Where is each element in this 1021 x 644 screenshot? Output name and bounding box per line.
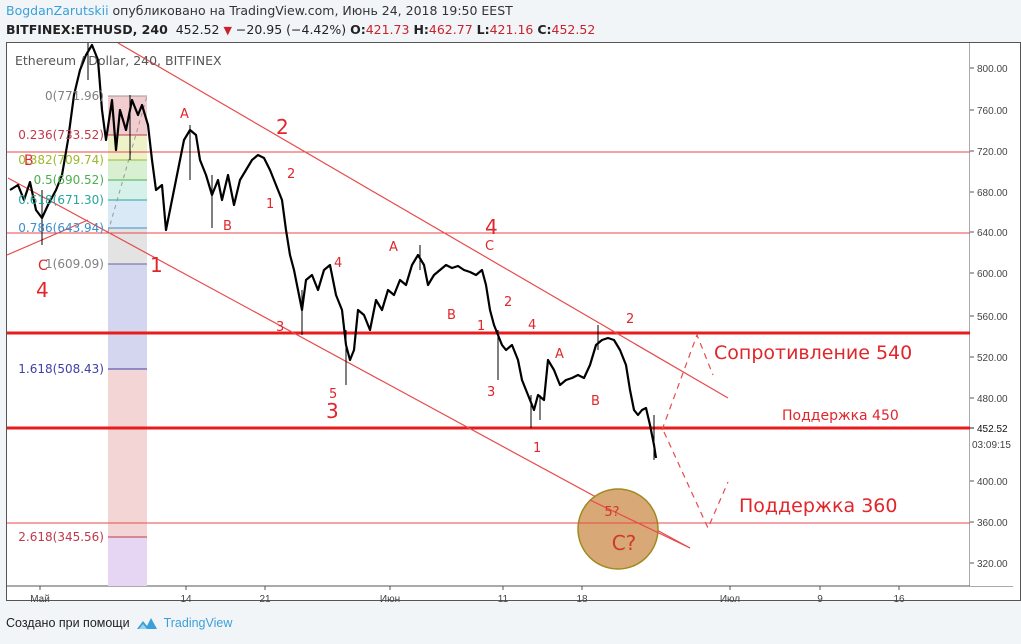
fib-0-label: 0(771.96)	[45, 89, 104, 103]
open-value: 421.73	[365, 22, 410, 37]
projection-up-path[interactable]	[661, 333, 714, 431]
wave-c-left-label: C	[38, 258, 48, 274]
subwave-2b-label: 2	[504, 295, 512, 310]
price-tick: 480.00	[977, 394, 1008, 405]
price-change: −20.95 (−4.42%)	[235, 22, 347, 37]
price-tick: 400.00	[977, 477, 1008, 488]
support-360-label: Поддержка 360	[739, 495, 897, 517]
subwave-2c-label: 2	[626, 312, 634, 327]
time-tick: 16	[893, 594, 905, 605]
wave-a3-label: A	[555, 347, 564, 362]
price-axis[interactable]	[970, 43, 1020, 586]
chart-frame[interactable]	[6, 42, 1021, 601]
price-series	[9, 43, 658, 459]
lower-channel-line[interactable]	[7, 177, 691, 549]
footer: Создано при помощи TradingView	[6, 615, 232, 631]
resistance-540-label: Сопротивление 540	[714, 342, 912, 364]
price-tick: 320.00	[977, 559, 1008, 570]
subwave-3a-label: 3	[276, 320, 284, 335]
time-tick: Май	[30, 594, 50, 605]
fib-1618-label: 1.618(508.43)	[18, 362, 104, 376]
fib-2618-label: 2.618(345.56)	[18, 530, 104, 544]
price-axis-ticks: 800.00 760.00 720.00 680.00 640.00 600.0…	[970, 64, 1011, 570]
price-tick: 360.00	[977, 518, 1008, 529]
fib-05-label: 0.5(690.52)	[34, 173, 104, 187]
subwave-2a-label: 2	[287, 167, 295, 182]
price-tick: 680.00	[977, 188, 1008, 199]
wave-a1-label: A	[180, 107, 189, 122]
created-with-text: Создано при помощи	[6, 616, 130, 630]
time-tick: 14	[180, 594, 192, 605]
target-zone-circle[interactable]	[577, 488, 659, 570]
projection-down-path[interactable]	[663, 431, 729, 530]
fib-0382-label: 0.382(709.74)	[18, 153, 104, 167]
symbol-info-bar: BITFINEX:ETHUSD, 240 452.52 ▼ −20.95 (−4…	[6, 22, 595, 37]
target-c-label: C?	[612, 531, 637, 555]
wave-3-label: 3	[326, 399, 339, 423]
price-tick: 760.00	[977, 106, 1008, 117]
fib-labels: 0(771.96) 0.236(733.52) 0.382(709.74) 0.…	[18, 89, 104, 544]
down-triangle-icon: ▼	[223, 24, 232, 37]
wave-4-left-label: 4	[36, 278, 49, 302]
time-tick: 21	[259, 594, 271, 605]
price-tick: 520.00	[977, 353, 1008, 364]
price-tick: 800.00	[977, 64, 1008, 75]
wave-b3-label: B	[591, 394, 600, 409]
publish-info: BogdanZarutskii опубликовано на TradingV…	[6, 3, 513, 18]
subwave-1b-label: 1	[477, 319, 485, 334]
fib-1-label: 1(609.09)	[45, 257, 104, 271]
close-label: C:	[537, 22, 552, 37]
price-tick: 720.00	[977, 147, 1008, 158]
fib-retracement[interactable]	[107, 95, 148, 586]
wave-4-label: 4	[485, 215, 498, 239]
high-label: H:	[413, 22, 429, 37]
fib-0236-label: 0.236(733.52)	[18, 128, 104, 142]
price-tick: 560.00	[977, 312, 1008, 323]
bar-countdown: 03:09:15	[972, 440, 1011, 451]
time-tick: 18	[576, 594, 588, 605]
tradingview-logo-icon[interactable]	[136, 615, 158, 631]
last-price: 452.52	[175, 22, 220, 37]
time-axis[interactable]: Май 14 21 Июн 11 18 Июл 9 16	[30, 586, 905, 605]
low-label: L:	[476, 22, 490, 37]
published-text: опубликовано на TradingView.com, Июнь 24…	[108, 3, 513, 18]
time-tick: Июл	[720, 594, 740, 605]
symbol-label: BITFINEX:ETHUSD, 240	[6, 22, 168, 37]
target-5-label: 5?	[604, 505, 619, 520]
chart-title: Ethereum / Dollar, 240, BITFINEX	[15, 53, 222, 68]
support-450-label: Поддержка 450	[782, 408, 899, 424]
open-label: O:	[350, 22, 366, 37]
wave-b1-label: B	[223, 219, 232, 234]
wave-b-left-label: B	[24, 153, 34, 169]
current-price-label: 452.52	[977, 424, 1008, 435]
fib-0786-label: 0.786(643.94)	[18, 221, 104, 235]
high-value: 462.77	[428, 22, 473, 37]
wave-labels: 1 2 3 4 4 C B A B 2 1 4 3 5 A B C 1 2 3 …	[24, 107, 634, 456]
time-tick: Июн	[380, 594, 400, 605]
time-tick: 9	[817, 594, 823, 605]
wave4-trendline[interactable]	[7, 219, 89, 256]
wave-a2-label: A	[389, 240, 398, 255]
upper-channel-line[interactable]	[117, 43, 729, 399]
close-value: 452.52	[551, 22, 596, 37]
wave-b2-label: B	[447, 308, 456, 323]
low-value: 421.16	[489, 22, 534, 37]
subwave-1c-label: 1	[533, 441, 541, 456]
author-link[interactable]: BogdanZarutskii	[6, 3, 109, 18]
tradingview-link[interactable]: TradingView	[163, 616, 233, 630]
price-tick: 640.00	[977, 228, 1008, 239]
subwave-1a-label: 1	[266, 197, 274, 212]
wave-c2-label: C	[485, 239, 494, 254]
price-tick: 600.00	[977, 269, 1008, 280]
time-tick: 11	[498, 594, 509, 605]
subwave-3b-label: 3	[487, 385, 495, 400]
fib-0618-label: 0.618(671.30)	[18, 193, 104, 207]
wave-2-label: 2	[276, 115, 289, 139]
subwave-5a-label: 5	[329, 387, 337, 402]
candle-wicks	[41, 43, 655, 460]
subwave-4a-label: 4	[334, 256, 342, 271]
subwave-4b-label: 4	[528, 318, 536, 333]
wave-1-label: 1	[150, 253, 163, 277]
